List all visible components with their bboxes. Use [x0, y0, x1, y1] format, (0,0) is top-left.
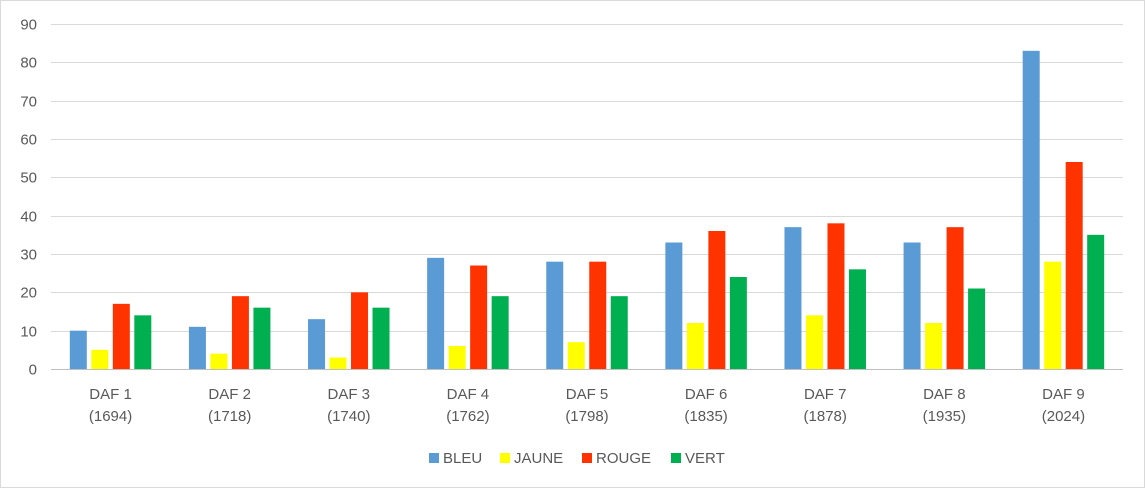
legend-label-vert: VERT: [685, 450, 725, 467]
legend-label-rouge: ROUGE: [596, 450, 651, 467]
bar-vert-9: [1087, 234, 1105, 369]
bar-jaune-3: [329, 357, 347, 369]
x-tick-label: (1762): [446, 408, 489, 425]
x-tick-label: DAF 7: [804, 386, 847, 403]
bar-bleu-1: [69, 330, 87, 369]
y-tick-label: 60: [20, 132, 37, 149]
y-tick-label: 80: [20, 55, 37, 72]
x-tick-label: (1694): [89, 408, 132, 425]
y-axis-tick-labels: 0 10 20 30 40 50 60 70 80 90: [20, 17, 37, 379]
bar-bleu-3: [308, 319, 326, 369]
legend-label-bleu: BLEU: [443, 450, 482, 467]
bar-vert-8: [968, 288, 986, 369]
y-tick-label: 10: [20, 324, 37, 341]
legend-swatch-vert: [671, 453, 681, 463]
bar-vert-5: [610, 296, 628, 369]
bar-rouge-2: [231, 296, 249, 369]
bar-bleu-4: [427, 257, 445, 369]
bar-vert-2: [253, 307, 271, 369]
x-tick-label: DAF 1: [89, 386, 132, 403]
bar-bleu-7: [784, 227, 802, 369]
legend-swatch-bleu: [429, 453, 439, 463]
y-tick-label: 90: [20, 17, 37, 34]
legend-label-jaune: JAUNE: [514, 450, 563, 467]
bar-bleu-5: [546, 261, 564, 369]
x-tick-label: DAF 4: [447, 386, 490, 403]
bar-vert-6: [729, 277, 747, 369]
y-tick-label: 40: [20, 209, 37, 226]
x-tick-label: DAF 3: [328, 386, 371, 403]
x-tick-label: (2024): [1042, 408, 1085, 425]
x-tick-label: DAF 2: [208, 386, 251, 403]
bar-rouge-5: [589, 261, 607, 369]
bars: [69, 50, 1105, 369]
x-tick-label: DAF 9: [1042, 386, 1085, 403]
gridlines: [51, 24, 1123, 370]
bar-rouge-7: [827, 223, 845, 369]
x-tick-label: (1740): [327, 408, 370, 425]
bar-jaune-2: [210, 353, 228, 369]
bar-vert-3: [372, 307, 390, 369]
bar-jaune-8: [925, 323, 943, 369]
x-axis-tick-labels: DAF 1 (1694) DAF 2 (1718) DAF 3 (1740) DAF 4 (1…: [89, 386, 1085, 425]
bar-jaune-4: [448, 346, 466, 369]
x-tick-label: (1798): [565, 408, 608, 425]
y-tick-label: 70: [20, 94, 37, 111]
bar-vert-7: [848, 269, 866, 369]
bar-jaune-5: [567, 342, 585, 369]
bar-bleu-6: [665, 242, 683, 369]
x-tick-label: (1935): [923, 408, 966, 425]
x-tick-label: (1835): [684, 408, 727, 425]
bar-rouge-4: [470, 265, 488, 369]
legend-swatch-jaune: [500, 453, 510, 463]
bar-jaune-1: [91, 349, 109, 369]
bar-jaune-6: [686, 323, 704, 369]
bar-rouge-9: [1065, 162, 1083, 369]
bar-rouge-1: [112, 303, 130, 369]
bar-rouge-8: [946, 227, 964, 369]
bar-jaune-9: [1044, 261, 1062, 369]
y-tick-label: 30: [20, 247, 37, 264]
bar-jaune-7: [805, 315, 823, 369]
bar-vert-1: [134, 315, 152, 369]
x-tick-label: DAF 6: [685, 386, 728, 403]
x-tick-label: (1718): [208, 408, 251, 425]
y-tick-label: 20: [20, 285, 37, 302]
x-tick-label: DAF 8: [923, 386, 966, 403]
y-tick-label: 0: [29, 362, 37, 379]
bar-bleu-2: [188, 326, 206, 369]
y-tick-label: 50: [20, 170, 37, 187]
bar-bleu-8: [903, 242, 921, 369]
bar-vert-4: [491, 296, 509, 369]
legend: BLEU JAUNE ROUGE VERT: [429, 450, 725, 467]
bar-rouge-6: [708, 231, 726, 369]
bar-rouge-3: [351, 292, 369, 369]
bar-bleu-9: [1022, 50, 1040, 369]
x-tick-label: DAF 5: [566, 386, 609, 403]
legend-swatch-rouge: [582, 453, 592, 463]
x-tick-label: (1878): [804, 408, 847, 425]
